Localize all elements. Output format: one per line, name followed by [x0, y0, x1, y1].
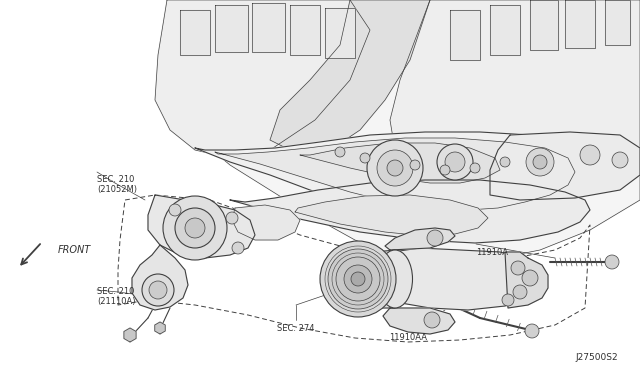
Polygon shape — [230, 180, 590, 243]
Polygon shape — [505, 252, 548, 308]
Circle shape — [427, 230, 443, 246]
Polygon shape — [132, 245, 188, 310]
Circle shape — [142, 274, 174, 306]
Polygon shape — [295, 195, 488, 236]
Polygon shape — [270, 0, 430, 155]
Circle shape — [320, 241, 396, 317]
Circle shape — [525, 324, 539, 338]
Circle shape — [522, 270, 538, 286]
Polygon shape — [215, 138, 575, 210]
Circle shape — [533, 155, 547, 169]
Polygon shape — [300, 143, 500, 183]
Circle shape — [410, 160, 420, 170]
Polygon shape — [490, 5, 520, 55]
Text: J27500S2: J27500S2 — [575, 353, 618, 362]
Circle shape — [502, 294, 514, 306]
Circle shape — [605, 255, 619, 269]
Circle shape — [149, 281, 167, 299]
Circle shape — [344, 265, 372, 293]
Circle shape — [440, 165, 450, 175]
Text: 11910AA: 11910AA — [389, 333, 427, 342]
Polygon shape — [252, 3, 285, 52]
Circle shape — [424, 312, 440, 328]
Circle shape — [336, 257, 380, 301]
Circle shape — [513, 285, 527, 299]
Text: FRONT: FRONT — [58, 245, 92, 255]
Polygon shape — [124, 328, 136, 342]
Polygon shape — [195, 132, 605, 225]
Polygon shape — [490, 132, 640, 200]
Circle shape — [511, 261, 525, 275]
Circle shape — [387, 160, 403, 176]
Circle shape — [360, 153, 370, 163]
Text: SEC. 210
(21052M): SEC. 210 (21052M) — [97, 175, 137, 195]
Circle shape — [185, 218, 205, 238]
Circle shape — [377, 150, 413, 186]
Circle shape — [437, 144, 473, 180]
Polygon shape — [155, 0, 370, 158]
Polygon shape — [215, 5, 248, 52]
Circle shape — [351, 272, 365, 286]
Polygon shape — [148, 195, 255, 258]
Polygon shape — [160, 0, 640, 265]
Circle shape — [526, 148, 554, 176]
Circle shape — [580, 145, 600, 165]
Polygon shape — [385, 228, 455, 250]
Polygon shape — [155, 322, 165, 334]
Ellipse shape — [378, 250, 413, 308]
Circle shape — [367, 140, 423, 196]
Polygon shape — [383, 308, 455, 334]
Circle shape — [328, 249, 388, 309]
Polygon shape — [232, 205, 300, 240]
Text: SEC. 210
(21110A): SEC. 210 (21110A) — [97, 287, 136, 307]
Polygon shape — [450, 10, 480, 60]
Circle shape — [163, 196, 227, 260]
Polygon shape — [530, 0, 558, 50]
Circle shape — [232, 242, 244, 254]
Text: SEC. 274: SEC. 274 — [277, 324, 315, 333]
Polygon shape — [290, 5, 320, 55]
Circle shape — [470, 163, 480, 173]
Circle shape — [445, 152, 465, 172]
Circle shape — [500, 157, 510, 167]
Circle shape — [169, 204, 181, 216]
Polygon shape — [180, 10, 210, 55]
Polygon shape — [390, 0, 640, 195]
Polygon shape — [565, 0, 595, 48]
Circle shape — [612, 152, 628, 168]
Polygon shape — [338, 250, 395, 308]
Polygon shape — [342, 248, 542, 310]
Circle shape — [175, 208, 215, 248]
Polygon shape — [325, 8, 355, 58]
Circle shape — [335, 147, 345, 157]
Circle shape — [226, 212, 238, 224]
Polygon shape — [605, 0, 630, 45]
Text: 11910A: 11910A — [476, 248, 508, 257]
